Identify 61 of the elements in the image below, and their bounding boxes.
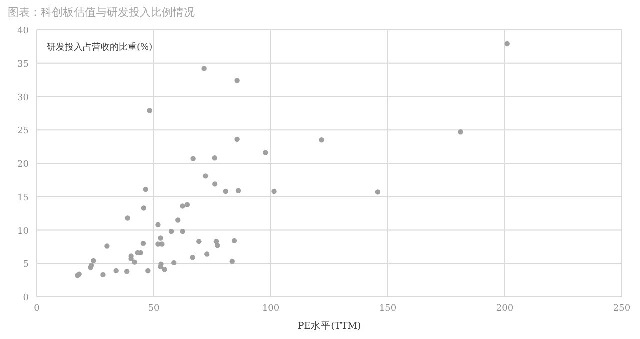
point: [215, 243, 220, 248]
point: [190, 255, 196, 260]
point: [504, 41, 510, 47]
point: [176, 218, 181, 223]
point: [234, 136, 240, 142]
point: [114, 268, 119, 274]
y-tick-label: 15: [18, 193, 30, 204]
x-tick-label: 0: [34, 304, 40, 314]
point: [141, 206, 147, 211]
point: [263, 150, 268, 156]
x-axis-title: PE水平(TTM): [298, 320, 362, 332]
point: [100, 272, 106, 278]
point: [190, 156, 196, 162]
x-tick-label: 200: [496, 304, 514, 314]
y-tick-label: 10: [18, 226, 30, 237]
point: [168, 228, 174, 234]
y-tick-label: 5: [23, 260, 30, 270]
point: [212, 156, 218, 161]
y-axis-title: 研发投入占营收的比重(%): [47, 42, 153, 53]
point: [180, 204, 186, 209]
point: [147, 108, 152, 114]
point: [234, 78, 240, 84]
x-tick-label: 150: [379, 304, 397, 314]
point: [272, 188, 277, 194]
x-tick-label: 250: [613, 304, 631, 314]
point: [132, 260, 138, 265]
point: [184, 202, 190, 208]
y-tick-label: 0: [23, 294, 30, 304]
point: [156, 222, 161, 228]
point: [236, 188, 242, 194]
point: [212, 182, 218, 187]
x-tick-label: 100: [262, 304, 280, 314]
point: [319, 138, 324, 143]
point: [202, 66, 207, 72]
y-tick-label: 20: [18, 160, 30, 170]
point: [232, 238, 238, 244]
point: [146, 268, 151, 274]
point: [230, 259, 235, 264]
point: [180, 228, 186, 234]
point: [375, 190, 381, 195]
point: [158, 236, 164, 241]
point: [160, 242, 165, 247]
point: [458, 130, 464, 135]
point: [223, 188, 228, 194]
y-tick-label: 35: [18, 60, 30, 70]
point: [124, 269, 130, 274]
point: [172, 260, 177, 266]
point: [143, 186, 148, 192]
y-tick-label: 25: [18, 126, 30, 137]
chart-title: 图表：科创板估值与研发投入比例情况: [8, 6, 195, 19]
x-tick-label: 50: [148, 304, 160, 314]
point: [162, 267, 168, 272]
point: [104, 244, 110, 249]
point: [140, 241, 146, 246]
y-tick-label: 40: [18, 26, 30, 36]
point: [204, 252, 210, 257]
point: [196, 239, 202, 244]
point: [125, 216, 130, 221]
point: [91, 258, 96, 264]
point: [203, 174, 208, 179]
y-tick-label: 30: [18, 93, 30, 104]
